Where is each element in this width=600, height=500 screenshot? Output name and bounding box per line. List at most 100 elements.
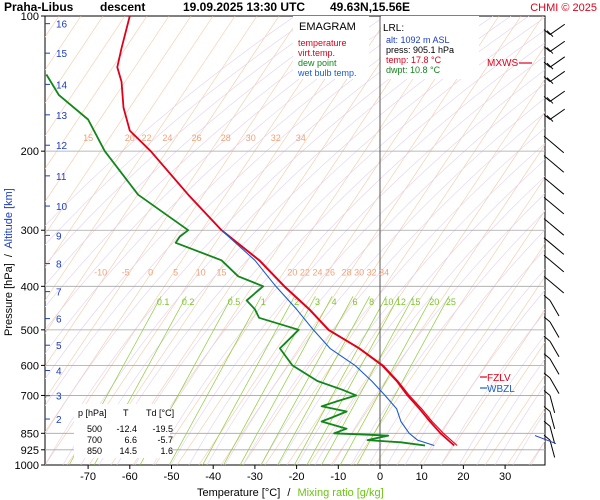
isotherm-line bbox=[198, 16, 500, 465]
wind-barb-flag bbox=[543, 155, 551, 162]
wind-barb-flag bbox=[543, 276, 551, 282]
mixing-ratio-label: 0.5 bbox=[228, 297, 241, 307]
sounding-coords: 49.63N,15.56E bbox=[330, 0, 410, 14]
isotherm-line bbox=[396, 242, 545, 465]
wind-barb bbox=[549, 23, 566, 35]
table-cell: 14.5 bbox=[119, 446, 137, 456]
series-line-dew-point bbox=[45, 74, 426, 447]
wind-barb bbox=[549, 259, 565, 273]
pressure-axis: 100 200 300 400 500 600 700 850 925 1000 bbox=[15, 11, 45, 472]
mixing-ratio-label: 8 bbox=[369, 297, 374, 307]
series-line-wet-bulb-temp- bbox=[221, 229, 435, 447]
legend-item-wet-bulb: wet bulb temp. bbox=[297, 68, 357, 78]
wind-barb-flag bbox=[543, 76, 551, 82]
wind-barb-flag bbox=[543, 406, 551, 412]
sounding-datetime: 19.09.2025 13:30 UTC bbox=[183, 0, 305, 14]
mixing-ratio-label: 0.1 bbox=[157, 297, 170, 307]
table-header-td: Td [°C] bbox=[146, 408, 174, 418]
dry-adiabat-line bbox=[45, 16, 296, 227]
temperature-axis: -70 -60 -50 -40 -30 -20 -10 0 10 20 30 bbox=[80, 465, 511, 483]
plot-frame bbox=[44, 15, 546, 466]
y-axis-label-pressure: Pressure [hPa] bbox=[3, 263, 15, 336]
isotherm-line bbox=[595, 16, 600, 465]
lrl-dewpoint: dwpt: 10.8 °C bbox=[386, 65, 441, 75]
isotherm-label: 5 bbox=[173, 267, 178, 277]
isotherm-line bbox=[154, 16, 456, 465]
mixing-ratio-line bbox=[223, 296, 316, 465]
table-cell: -12.4 bbox=[116, 424, 137, 434]
table-cell: -5.7 bbox=[157, 435, 173, 445]
mixing-ratio-line bbox=[239, 296, 333, 465]
wind-barb bbox=[549, 321, 560, 338]
isotherm-label: 28 bbox=[221, 133, 231, 143]
dry-adiabat-line bbox=[45, 16, 314, 246]
isotherm-label: 22 bbox=[300, 267, 310, 277]
mixing-ratio-line bbox=[277, 296, 370, 465]
isotherm-line bbox=[176, 16, 478, 465]
pressure-tick-label: 600 bbox=[21, 360, 39, 372]
table-cell: 850 bbox=[87, 446, 102, 456]
table-cell: 6.6 bbox=[124, 435, 137, 445]
mixing-ratio-lines bbox=[68, 296, 450, 465]
sounding-mode: descent bbox=[100, 0, 145, 14]
table-cell: 700 bbox=[87, 435, 102, 445]
station-name: Praha-Libus bbox=[4, 0, 74, 14]
altitude-tick-label: 9 bbox=[56, 231, 62, 242]
wind-barb-flag bbox=[543, 390, 551, 396]
altitude-tick-label: 3 bbox=[56, 392, 62, 403]
isotherm-line bbox=[45, 16, 280, 367]
pressure-tick-label: 100 bbox=[21, 11, 39, 23]
isotherm-line bbox=[573, 16, 600, 465]
altitude-axis: 2 3 4 5 6 7 8 9 10 11 12 13 14 15 16 bbox=[45, 20, 68, 426]
isotherm-label: 32 bbox=[271, 133, 281, 143]
isotherm-line bbox=[462, 341, 545, 465]
temperature-tick-label: -50 bbox=[164, 471, 180, 483]
isotherm-label: 22 bbox=[141, 133, 151, 143]
wind-barb-flag bbox=[546, 97, 554, 104]
dry-adiabat-line bbox=[567, 16, 600, 465]
wind-barb bbox=[549, 377, 560, 394]
wind-barbs bbox=[534, 23, 566, 458]
wind-barb-flag bbox=[543, 316, 551, 323]
wind-barb bbox=[549, 223, 565, 236]
pressure-tick-label: 925 bbox=[21, 445, 39, 457]
wind-barb-flag bbox=[543, 29, 551, 35]
lrl-altitude: alt: 1092 m ASL bbox=[386, 35, 450, 45]
wind-barb-flag bbox=[543, 135, 551, 142]
wind-barb-flag bbox=[543, 254, 551, 261]
wind-barb bbox=[549, 411, 556, 430]
isotherm-labels: 15 20 22 24 26 28 30 32 34-10 -5 0 5 10 15 20 22 24 26 28 3… bbox=[83, 133, 389, 277]
wind-barb bbox=[549, 439, 556, 458]
isotherm-line bbox=[308, 111, 545, 465]
fzlv-label: FZLV bbox=[487, 373, 511, 384]
lrl-box: LRL: alt: 1092 m ASL press: 905.1 hPa te… bbox=[381, 16, 479, 79]
mixing-ratio-label: 12 bbox=[396, 297, 406, 307]
isotherm-label: 26 bbox=[325, 267, 335, 277]
wind-barb bbox=[549, 160, 565, 173]
copyright-credit: CHMI © 2025 bbox=[530, 2, 597, 14]
isotherm-line bbox=[551, 16, 600, 465]
wind-barb-flag bbox=[546, 77, 554, 84]
altitude-tick-label: 13 bbox=[56, 111, 68, 122]
wind-barb-flag bbox=[546, 115, 554, 122]
wind-barb-flag bbox=[546, 62, 554, 70]
wind-barb-flag bbox=[543, 96, 551, 102]
svg-text:Pressure [hPa] / A: Pressure [hPa] / Altitude [km] bbox=[3, 188, 15, 336]
temperature-tick-label: 0 bbox=[377, 471, 383, 483]
isotherm-line bbox=[45, 16, 258, 334]
dry-adiabat-line bbox=[45, 16, 350, 286]
isotherm-line bbox=[45, 16, 192, 236]
wind-barb-flag bbox=[543, 434, 551, 441]
isotherm-label: 20 bbox=[287, 267, 297, 277]
altitude-tick-label: 2 bbox=[56, 415, 62, 426]
mixing-ratio-label: 20 bbox=[429, 297, 439, 307]
dry-adiabat-line bbox=[45, 16, 332, 266]
mixing-ratio-line bbox=[356, 296, 450, 465]
sounding-series bbox=[45, 16, 458, 447]
isotherm-line bbox=[45, 16, 346, 465]
wind-barb bbox=[549, 140, 565, 154]
temperature-tick-label: -60 bbox=[122, 471, 138, 483]
isotherm-label: 34 bbox=[296, 133, 306, 143]
pressure-tick-label: 850 bbox=[21, 428, 39, 440]
